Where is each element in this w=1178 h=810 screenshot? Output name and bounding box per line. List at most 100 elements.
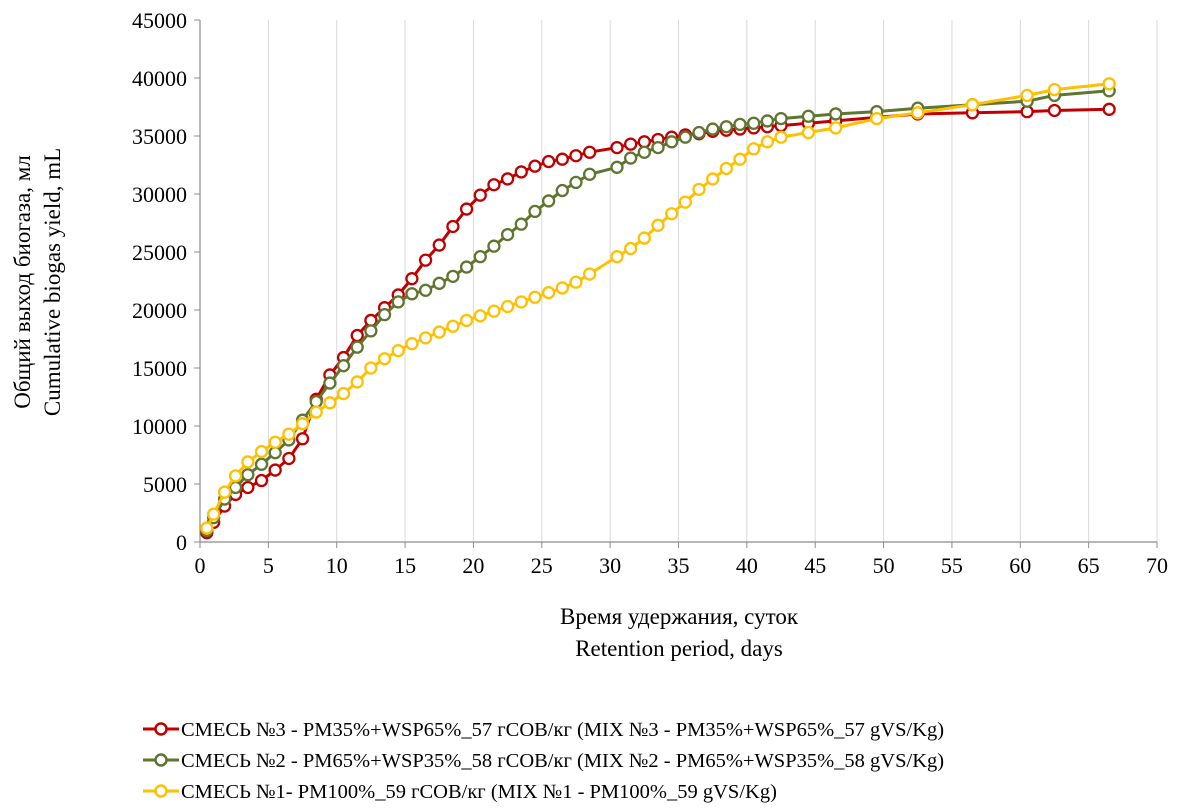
series-2-point-25	[528, 204, 542, 219]
series-3-point-47	[965, 98, 980, 112]
series-1-point-21	[473, 188, 487, 202]
series-2-point-19	[446, 269, 460, 284]
y-axis-title-line-1: Общий выход биогаза, мл	[10, 155, 35, 409]
series-2-point-27	[555, 183, 569, 198]
series-2-point-14	[377, 307, 392, 322]
y-tick-label-6: 30000	[132, 182, 187, 207]
series-2-point-11	[336, 359, 351, 373]
series-2-point-35	[678, 130, 692, 144]
series-3-point-34	[665, 207, 679, 221]
series-group	[200, 77, 1116, 540]
x-tick-label-1: 5	[263, 553, 274, 578]
legend-marker-series-1	[154, 722, 168, 736]
series-3-point-41	[760, 135, 775, 149]
series-2-point-44	[829, 107, 843, 121]
series-1-point-7	[282, 451, 296, 466]
x-tick-label-12: 60	[1009, 553, 1031, 578]
series-3-point-10	[323, 396, 337, 410]
series-3-point-1	[207, 507, 221, 521]
series-3-point-38	[719, 161, 733, 176]
series-1-point-6	[268, 463, 282, 477]
series-2-point-15	[391, 295, 405, 309]
series-2-point-17	[418, 283, 433, 297]
y-tick-label-4: 20000	[132, 298, 187, 323]
series-3-point-15	[391, 343, 405, 358]
series-2-point-37	[706, 122, 720, 136]
series-1-point-8	[295, 432, 310, 446]
series-2-point-28	[569, 175, 583, 190]
series-3-point-5	[254, 444, 269, 459]
series-1-point-50	[1102, 102, 1116, 116]
series-1-point-26	[541, 154, 556, 169]
series-2-point-34	[665, 135, 679, 149]
legend-item-series-2: СМЕСЬ №2 - РМ65%+WSP35%_58 гСОВ/кг (MIX …	[143, 750, 944, 772]
series-1-point-16	[405, 272, 419, 286]
series-2-point-29	[582, 167, 597, 181]
x-axis-title-line-2: Retention period, days	[575, 636, 783, 661]
legend-marker-series-3	[154, 784, 168, 798]
series-2-point-21	[473, 249, 487, 264]
series-2-point-33	[651, 140, 665, 155]
series-3-point-8	[295, 417, 310, 431]
legend-label-series-3: СМЕСЬ №1- РМ100%_59 гСОВ/кг (MIX №1 - PM…	[181, 781, 777, 803]
series-2-point-40	[747, 116, 761, 130]
series-2-point-30	[610, 160, 624, 174]
series-line-1	[205, 107, 1110, 534]
series-3-point-16	[405, 336, 419, 351]
series-3-point-50	[1102, 77, 1116, 91]
series-1-point-28	[569, 149, 583, 163]
series-2-point-18	[432, 276, 446, 290]
series-3-point-4	[241, 455, 255, 469]
series-3-point-44	[829, 121, 843, 135]
series-3-point-28	[569, 275, 583, 289]
series-2-point-23	[500, 227, 515, 242]
legend-marker-series-2	[154, 753, 168, 767]
series-3-point-35	[678, 195, 692, 209]
x-tick-label-5: 25	[531, 553, 553, 578]
series-2-point-36	[692, 125, 706, 140]
series-3-point-39	[733, 152, 747, 166]
series-2-point-42	[774, 111, 788, 126]
series-3-point-43	[801, 125, 816, 140]
legend-label-series-1: СМЕСЬ №3 - РМ35%+WSP65%_57 гСОВ/кг (MIX …	[181, 719, 944, 741]
series-3-point-45	[870, 111, 884, 126]
series-3-point-7	[282, 427, 296, 441]
series-3-point-6	[268, 435, 282, 449]
series-2-point-43	[801, 109, 816, 123]
series-2-point-39	[733, 117, 747, 132]
series-3-point-14	[377, 352, 392, 366]
series-3-point-25	[528, 290, 542, 304]
series-3-point-22	[487, 304, 501, 318]
series-3-point-11	[336, 386, 351, 401]
series-3-point-42	[774, 130, 788, 144]
series-1-point-4	[241, 480, 255, 495]
legend-item-series-1: СМЕСЬ №3 - РМ35%+WSP65%_57 гСОВ/кг (MIX …	[143, 719, 944, 741]
series-2-point-20	[459, 260, 474, 274]
series-3-point-24	[514, 295, 528, 309]
series-3-point-31	[624, 241, 638, 256]
series-3-point-3	[228, 469, 243, 483]
series-1-point-25	[528, 159, 542, 173]
series-1-point-18	[432, 238, 446, 252]
x-tick-label-6: 30	[599, 553, 621, 578]
series-3-point-48	[1020, 88, 1034, 103]
series-3-point-40	[747, 142, 761, 156]
series-3-point-13	[364, 361, 378, 375]
series-3-point-49	[1047, 82, 1062, 97]
series-line-2	[205, 89, 1110, 532]
y-tick-label-0: 0	[176, 530, 187, 555]
series-3-point-19	[446, 319, 460, 333]
x-tick-label-13: 65	[1078, 553, 1100, 578]
series-1-point-30	[610, 140, 624, 155]
legend: СМЕСЬ №3 - РМ35%+WSP65%_57 гСОВ/кг (MIX …	[143, 719, 944, 803]
series-3-point-18	[432, 325, 446, 339]
y-tick-label-1: 5000	[143, 472, 187, 497]
series-3	[200, 77, 1116, 535]
series-3-point-37	[706, 172, 720, 186]
series-2-point-13	[364, 324, 378, 338]
x-tick-label-11: 55	[941, 553, 963, 578]
y-tick-label-9: 45000	[132, 8, 187, 33]
series-1-point-5	[254, 473, 269, 488]
series-2	[200, 84, 1116, 538]
